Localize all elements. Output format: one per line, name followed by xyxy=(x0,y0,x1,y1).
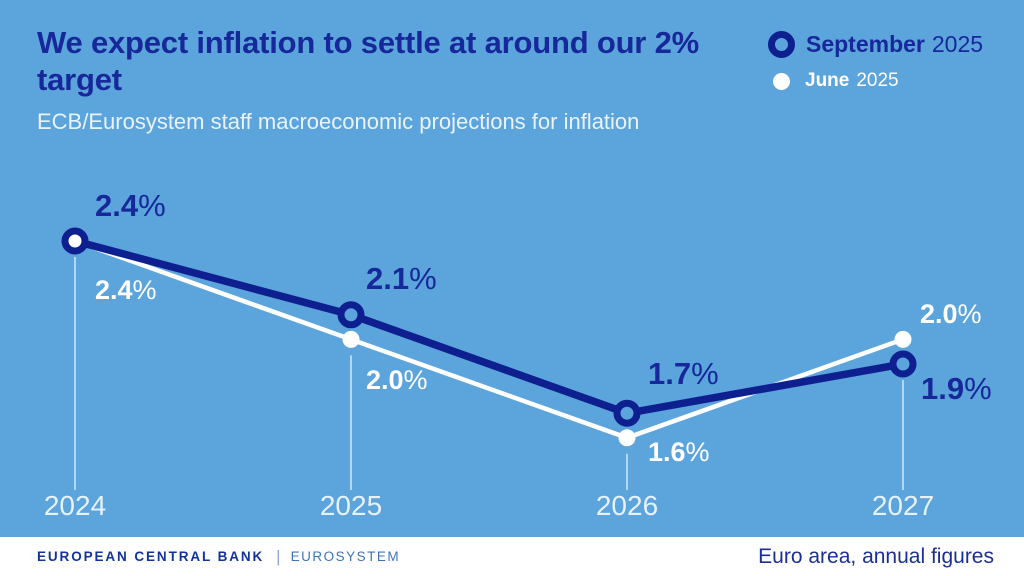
page-title: We expect inflation to settle at around … xyxy=(37,25,699,97)
open-circle-marker-icon xyxy=(768,31,795,58)
filled-dot-marker-icon xyxy=(773,72,790,90)
x-axis-label-2025: 2025 xyxy=(319,490,383,521)
september-point-2026 xyxy=(613,399,641,427)
june-point-2027 xyxy=(894,330,912,348)
legend: September 2025 June 2025 xyxy=(768,31,983,92)
chart-subtitle: ECB/Eurosystem staff macroeconomic proje… xyxy=(37,109,640,134)
data-label-june-2026: 1.6% xyxy=(648,437,710,467)
x-axis-label-2027: 2027 xyxy=(871,490,935,521)
data-label-september-2027: 1.9% xyxy=(921,371,992,406)
wordmark-divider: | xyxy=(276,547,281,566)
data-label-june-2024: 2.4% xyxy=(95,275,157,305)
september-point-2027 xyxy=(889,350,917,378)
june-point-2025 xyxy=(342,330,360,348)
june-point-2026 xyxy=(618,429,636,447)
legend-item-june: June 2025 xyxy=(768,70,983,92)
data-label-june-2025: 2.0% xyxy=(366,365,428,395)
september-series-line xyxy=(74,237,904,417)
september-point-2024 xyxy=(61,227,89,255)
data-label-september-2024: 2.4% xyxy=(95,188,166,223)
legend-label: September 2025 xyxy=(806,31,984,57)
x-axis-label-2024: 2024 xyxy=(43,490,107,521)
legend-item-september: September 2025 xyxy=(768,31,983,58)
footer-note: Euro area, annual figures xyxy=(758,545,994,568)
x-axis-label-2026: 2026 xyxy=(595,490,659,521)
september-point-2025 xyxy=(337,301,365,329)
data-label-september-2025: 2.1% xyxy=(366,261,437,296)
eurosystem-wordmark: EUROSYSTEM xyxy=(290,548,401,564)
footer-bar: EUROPEAN CENTRAL BANK | EUROSYSTEM Euro … xyxy=(0,537,1024,576)
data-label-june-2027: 2.0% xyxy=(920,299,982,329)
legend-label: June 2025 xyxy=(805,70,899,91)
ecb-wordmark-bold: EUROPEAN CENTRAL BANK xyxy=(37,548,265,564)
data-label-september-2026: 1.7% xyxy=(648,356,719,391)
ecb-wordmark: EUROPEAN CENTRAL BANK | EUROSYSTEM xyxy=(37,548,400,565)
